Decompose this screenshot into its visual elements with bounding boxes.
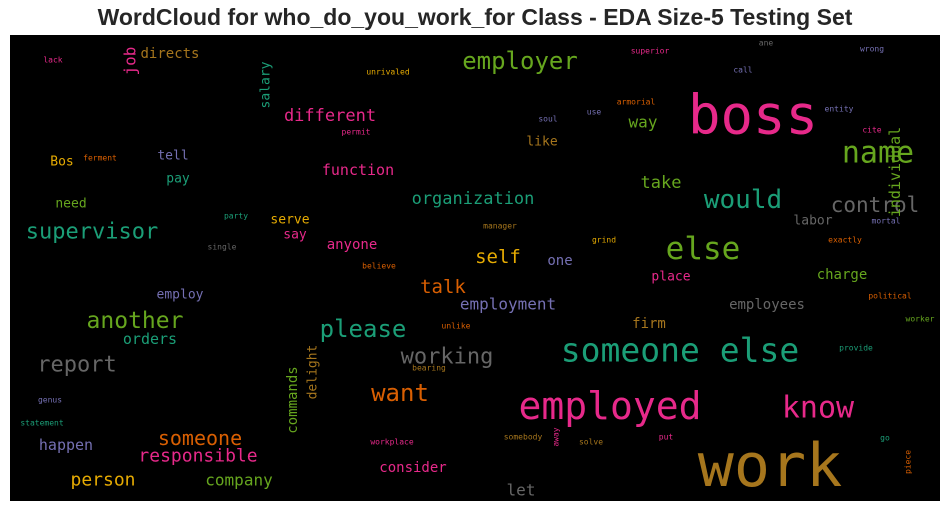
word-anyone: anyone bbox=[327, 237, 378, 253]
word-entity: entity bbox=[825, 105, 854, 114]
word-someone-else: someone else bbox=[561, 331, 799, 370]
word-else: else bbox=[666, 231, 741, 267]
word-exactly: exactly bbox=[828, 236, 862, 245]
word-delight: delight bbox=[306, 345, 321, 400]
word-political: political bbox=[868, 292, 912, 301]
word-employment: employment bbox=[460, 295, 556, 314]
word-away: away bbox=[552, 427, 561, 446]
word-say: say bbox=[283, 228, 307, 243]
word-unlike: unlike bbox=[442, 322, 471, 331]
word-let: let bbox=[507, 481, 536, 500]
word-employer: employer bbox=[462, 47, 578, 75]
chart-title: WordCloud for who_do_you_work_for Class … bbox=[97, 4, 853, 30]
word-control: control bbox=[831, 193, 920, 217]
word-name: name bbox=[842, 136, 914, 171]
word-orders: orders bbox=[123, 330, 177, 348]
word-take: take bbox=[641, 173, 682, 193]
word-would: would bbox=[704, 185, 782, 215]
word-workplace: workplace bbox=[370, 438, 414, 447]
word-grind: grind bbox=[592, 236, 616, 245]
word-report: report bbox=[37, 353, 116, 378]
word-provide: provide bbox=[839, 344, 873, 353]
word-manager: manager bbox=[483, 222, 517, 231]
word-employees: employees bbox=[729, 297, 805, 313]
word-different: different bbox=[284, 106, 376, 126]
word-function: function bbox=[322, 161, 394, 179]
word-believe: believe bbox=[362, 262, 396, 271]
word-cloud-canvas: work boss employed someone else else know name… bbox=[10, 35, 940, 501]
word-bearing: bearing bbox=[412, 364, 446, 373]
word-labor: labor bbox=[793, 214, 832, 229]
word-lack: lack bbox=[43, 56, 62, 65]
word-single: single bbox=[208, 243, 237, 252]
word-statement: statement bbox=[20, 419, 64, 428]
word-employed: employed bbox=[518, 384, 701, 428]
word-consider: consider bbox=[379, 460, 446, 476]
word-like: like bbox=[526, 135, 557, 150]
word-go: go bbox=[880, 434, 890, 443]
word-directs: directs bbox=[140, 46, 199, 62]
word-ferment: ferment bbox=[83, 154, 117, 163]
word-charge: charge bbox=[817, 267, 868, 283]
word-cloud: work boss employed someone else else know name… bbox=[10, 35, 940, 501]
word-party: party bbox=[224, 212, 248, 221]
word-way: way bbox=[629, 113, 658, 132]
word-please: please bbox=[320, 315, 407, 343]
word-pay: pay bbox=[166, 172, 190, 187]
word-person: person bbox=[70, 470, 135, 491]
word-need: need bbox=[55, 197, 86, 212]
word-job: job bbox=[121, 47, 140, 76]
word-tell: tell bbox=[157, 149, 188, 164]
word-wrong: wrong bbox=[860, 45, 884, 54]
word-serve: serve bbox=[270, 213, 309, 228]
word-put: put bbox=[659, 433, 674, 442]
word-superior: superior bbox=[631, 47, 670, 56]
word-self: self bbox=[475, 246, 521, 268]
word-armorial: armorial bbox=[617, 98, 656, 107]
word-work: work bbox=[698, 431, 843, 501]
word-salary: salary bbox=[259, 61, 274, 108]
word-firm: firm bbox=[632, 316, 666, 332]
word-mortal: mortal bbox=[872, 217, 901, 226]
word-cite: cite bbox=[862, 126, 881, 135]
word-know: know bbox=[782, 391, 855, 426]
word-somebody: somebody bbox=[504, 433, 543, 442]
word-talk: talk bbox=[420, 276, 466, 298]
word-place: place bbox=[651, 270, 690, 285]
word-supervisor: supervisor bbox=[26, 220, 158, 245]
word-ane: ane bbox=[759, 39, 774, 48]
word-piece: piece bbox=[904, 450, 913, 474]
word-another: another bbox=[87, 308, 184, 334]
word-soul: soul bbox=[538, 115, 557, 124]
word-someone: someone bbox=[158, 426, 242, 450]
word-boss: boss bbox=[688, 84, 818, 147]
word-working: working bbox=[401, 345, 494, 370]
word-worker: worker bbox=[906, 315, 935, 324]
word-one: one bbox=[547, 253, 572, 269]
word-individual: individual bbox=[886, 127, 904, 217]
word-responsible: responsible bbox=[138, 446, 257, 467]
word-group: work boss employed someone else else know name… bbox=[20, 39, 934, 502]
word-bos: Bos bbox=[50, 155, 73, 170]
word-happen: happen bbox=[39, 436, 93, 454]
word-genus: genus bbox=[38, 396, 62, 405]
word-call: call bbox=[733, 66, 752, 75]
word-commands: commands bbox=[285, 366, 301, 433]
word-permit: permit bbox=[342, 128, 371, 137]
word-use: use bbox=[587, 108, 602, 117]
word-company: company bbox=[205, 471, 273, 490]
word-unrivaled: unrivaled bbox=[366, 68, 410, 77]
word-employ: employ bbox=[157, 288, 204, 303]
word-organization: organization bbox=[412, 189, 535, 209]
word-want: want bbox=[371, 379, 429, 407]
cloud-background bbox=[10, 35, 940, 501]
word-solve: solve bbox=[579, 438, 603, 447]
